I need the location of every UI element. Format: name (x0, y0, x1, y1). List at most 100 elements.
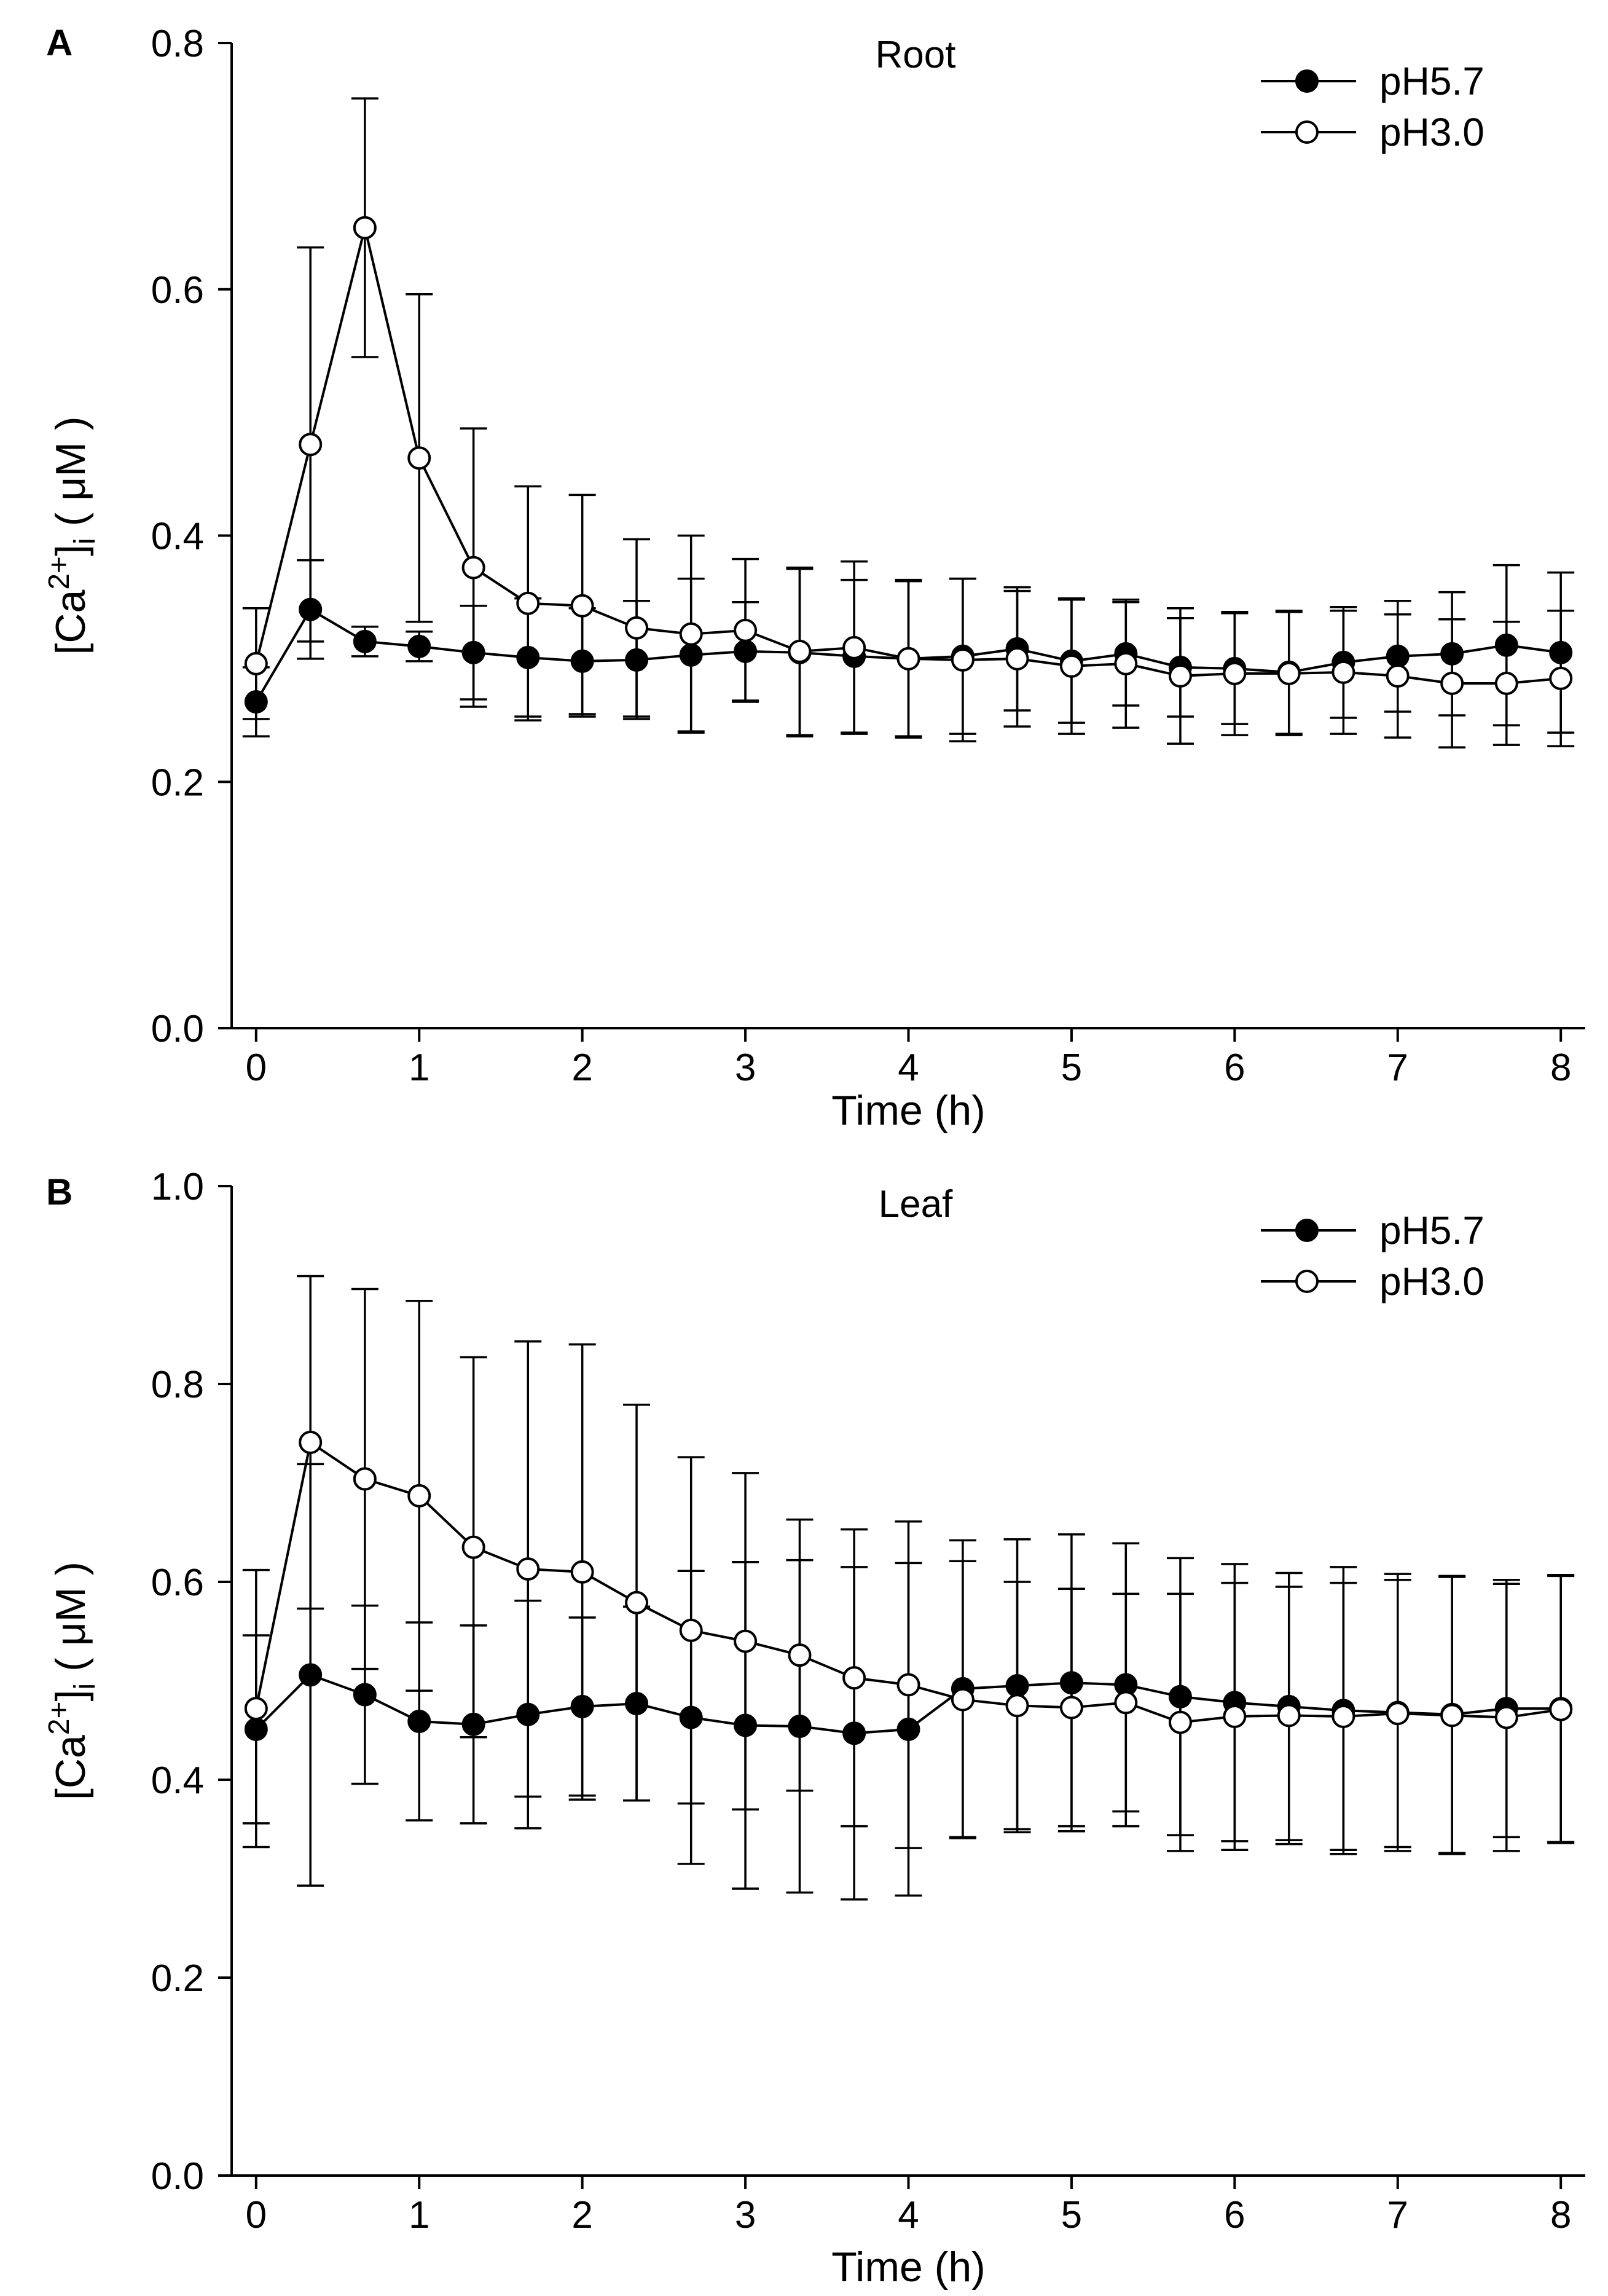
data-point (1549, 1697, 1573, 1721)
data-point (244, 1697, 268, 1721)
chart-panel-A: 0.0 0.2 0.4 0.6 0.8 0 1 2 3 4 5 6 7 8 Time (h) [Ca2+]i … (43, 22, 1585, 1134)
legend-label: pH3.0 (1379, 1259, 1484, 1303)
data-point (625, 648, 649, 672)
data-point (244, 690, 268, 714)
data-point (570, 649, 594, 673)
data-point (1549, 666, 1573, 690)
x-tick-label: 2 (571, 2194, 592, 2236)
data-point (842, 1666, 866, 1690)
y-axis-title: [Ca2+]i ( μM ) (43, 417, 101, 655)
x-tick-label: 6 (1224, 1047, 1245, 1089)
data-point (1494, 633, 1518, 657)
data-point (1168, 1710, 1192, 1734)
x-axis-title: Time (h) (831, 2244, 986, 2290)
data-point (299, 1663, 323, 1687)
data-point (1332, 1704, 1355, 1728)
y-axis-title: [Ca2+]i ( μM ) (43, 1562, 101, 1800)
data-point (896, 1717, 920, 1741)
y-tick-label: 0.2 (151, 761, 204, 804)
markers-pH3.0 (244, 1430, 1573, 1734)
data-point (842, 1721, 866, 1745)
legend-label: pH3.0 (1379, 110, 1484, 154)
x-tick-label: 7 (1387, 1047, 1408, 1089)
data-point (1386, 1702, 1410, 1726)
data-point (1440, 671, 1464, 695)
data-point (244, 1717, 268, 1741)
data-point (896, 1673, 920, 1697)
data-point (299, 597, 323, 621)
data-point (1005, 647, 1029, 670)
data-point (679, 622, 703, 646)
data-point (1223, 1704, 1247, 1728)
data-point (788, 1715, 812, 1739)
y-tick-label: 0.4 (151, 516, 204, 558)
x-tick-label: 3 (735, 2194, 756, 2236)
x-tick-label: 0 (246, 2194, 267, 2236)
data-point (1332, 660, 1355, 684)
errorbars-pH3.0 (242, 1275, 1575, 1855)
x-tick-label: 5 (1061, 2194, 1082, 2236)
legend-marker (1295, 1270, 1319, 1293)
data-point (734, 618, 758, 642)
data-point (625, 616, 649, 640)
legend: pH5.7 pH3.0 (1261, 1208, 1484, 1303)
data-point (299, 433, 323, 457)
data-point (353, 216, 377, 240)
data-point (570, 1694, 594, 1718)
legend-marker (1295, 69, 1319, 93)
x-tick-label: 6 (1224, 2194, 1245, 2236)
data-point (461, 640, 485, 664)
data-point (788, 639, 812, 663)
x-tick-label: 5 (1061, 1047, 1082, 1089)
panel-letter: B (46, 1171, 73, 1213)
data-point (407, 1484, 431, 1508)
y-tick-label: 0.2 (151, 1957, 204, 2000)
data-point (1168, 664, 1192, 688)
data-point (570, 594, 594, 618)
x-tick-label: 7 (1387, 2194, 1408, 2236)
data-point (734, 1629, 758, 1653)
data-point (516, 645, 540, 669)
y-tick-label: 0.0 (151, 2155, 204, 2198)
data-point (1059, 1696, 1083, 1720)
x-axis-title: Time (h) (831, 1087, 986, 1134)
data-point (1277, 661, 1301, 685)
data-point (1549, 640, 1573, 664)
x-tick-label: 4 (898, 2194, 919, 2236)
data-point (1005, 1694, 1029, 1718)
data-point (407, 1710, 431, 1734)
data-point (625, 1590, 649, 1614)
data-point (353, 629, 377, 653)
data-point (1114, 651, 1138, 675)
data-point (734, 1713, 758, 1737)
data-point (842, 635, 866, 659)
data-point (896, 647, 920, 670)
data-point (1494, 671, 1518, 695)
x-tick-label: 0 (246, 1047, 267, 1089)
data-point (625, 1692, 649, 1716)
legend-marker (1295, 120, 1319, 144)
data-point (1114, 1691, 1138, 1715)
data-point (1168, 1685, 1192, 1708)
panel-title: Root (876, 34, 956, 76)
data-point (1440, 642, 1464, 666)
x-tick-label: 8 (1550, 1047, 1571, 1089)
data-point (679, 1618, 703, 1642)
data-point (244, 651, 268, 675)
y-tick-label: 0.6 (151, 1562, 204, 1604)
x-tick-label: 1 (409, 1047, 429, 1089)
data-point (407, 634, 431, 658)
chart-panel-B: 0.0 0.2 0.4 0.6 0.8 1.0 0 1 2 3 4 5 6 7 8 Time (h) [Ca2+… (43, 1166, 1585, 2290)
y-tick-label: 0.6 (151, 269, 204, 312)
y-tick-label: 1.0 (151, 1166, 204, 1208)
data-point (299, 1430, 323, 1454)
y-tick-label: 0.4 (151, 1759, 204, 1802)
y-tick-label: 0.0 (151, 1008, 204, 1050)
legend-marker (1295, 1219, 1319, 1242)
data-point (516, 591, 540, 615)
data-point (570, 1560, 594, 1584)
data-point (1223, 661, 1247, 685)
data-point (516, 1557, 540, 1581)
data-point (1005, 1674, 1029, 1698)
